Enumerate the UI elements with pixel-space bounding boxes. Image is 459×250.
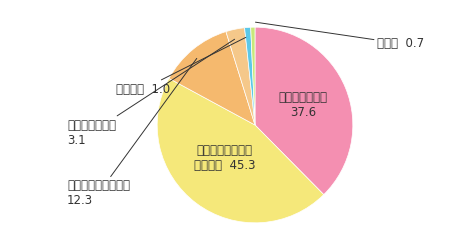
Wedge shape bbox=[168, 32, 254, 125]
Wedge shape bbox=[225, 28, 254, 125]
Wedge shape bbox=[254, 27, 352, 194]
Text: 無回答  0.7: 無回答 0.7 bbox=[255, 22, 423, 50]
Wedge shape bbox=[244, 27, 254, 125]
Text: 良くない  1.0: 良くない 1.0 bbox=[116, 37, 245, 96]
Text: どちらともいえない
12.3: どちらともいえない 12.3 bbox=[67, 58, 196, 207]
Wedge shape bbox=[157, 78, 323, 223]
Text: とても良かった
37.6: とても良かった 37.6 bbox=[278, 91, 327, 119]
Text: あまり良くない
3.1: あまり良くない 3.1 bbox=[67, 39, 234, 146]
Wedge shape bbox=[250, 27, 254, 125]
Text: どちらかといえば
良かった  45.3: どちらかといえば 良かった 45.3 bbox=[194, 144, 255, 172]
